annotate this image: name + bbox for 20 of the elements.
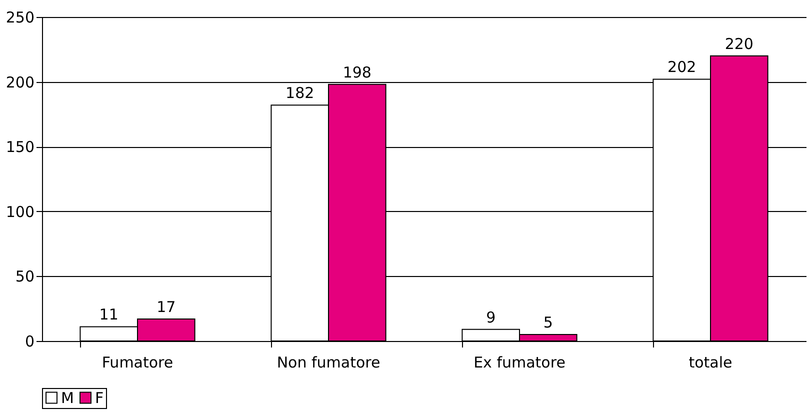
data-label: 11 (99, 306, 118, 324)
legend-label: F (95, 388, 104, 407)
x-tick-label: totale (688, 354, 732, 372)
y-tick-label: 50 (15, 268, 34, 286)
x-tick-label: Non fumatore (276, 354, 380, 372)
data-label: 202 (668, 58, 696, 76)
data-label: 17 (156, 298, 176, 316)
y-tick-label: 0 (24, 332, 34, 350)
x-tick-label: Ex fumatore (474, 354, 566, 372)
data-label: 198 (342, 63, 372, 82)
y-tick-label: 250 (6, 8, 34, 26)
data-label: 182 (286, 84, 314, 102)
legend-label: M (61, 388, 74, 407)
data-label: 220 (724, 34, 754, 53)
y-tick-label: 200 (6, 73, 34, 92)
data-label: 9 (486, 308, 496, 326)
data-label: 5 (543, 314, 553, 332)
y-tick-label: 100 (6, 202, 34, 221)
y-tick-label: 150 (6, 138, 34, 156)
x-tick-label: Fumatore (102, 354, 174, 372)
